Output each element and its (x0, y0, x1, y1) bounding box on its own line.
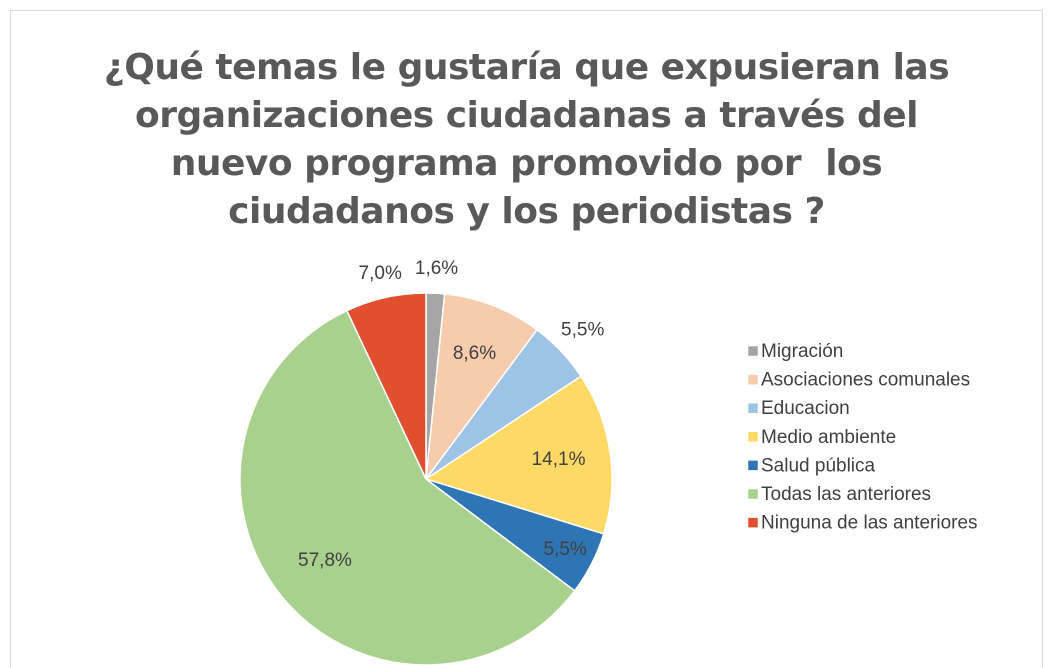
pie-slice (424, 375, 613, 535)
pie-slice (239, 309, 576, 666)
data-label: 5,5% (543, 539, 586, 560)
legend-label: Medio ambiente (761, 427, 896, 448)
pie-slice (424, 293, 539, 482)
legend-swatch (747, 402, 759, 414)
chart-title: ¿Qué temas le gustaría que expusieran la… (103, 47, 962, 232)
legend-swatch (747, 345, 759, 357)
legend-label: Educacion (761, 398, 850, 419)
data-label: 7,0% (359, 263, 402, 284)
data-label: 57,8% (298, 550, 352, 571)
data-label: 1,6% (415, 258, 458, 279)
data-label: 5,5% (561, 320, 604, 341)
legend-swatch (747, 431, 759, 443)
legend-swatch (747, 517, 759, 528)
legend-label: Todas las anteriores (761, 484, 931, 505)
legend-label: Ninguna de las anteriores (761, 513, 978, 534)
legend-label: Salud pública (761, 455, 876, 476)
data-label: 8,6% (453, 343, 496, 364)
data-label: 14,1% (532, 449, 586, 470)
legend-label: Migración (761, 341, 843, 362)
legend-swatch (747, 488, 759, 500)
legend-label: Asociaciones comunales (761, 370, 970, 391)
legend-swatch (747, 374, 759, 385)
pie-slice (345, 292, 427, 480)
legend-swatch (747, 460, 759, 471)
